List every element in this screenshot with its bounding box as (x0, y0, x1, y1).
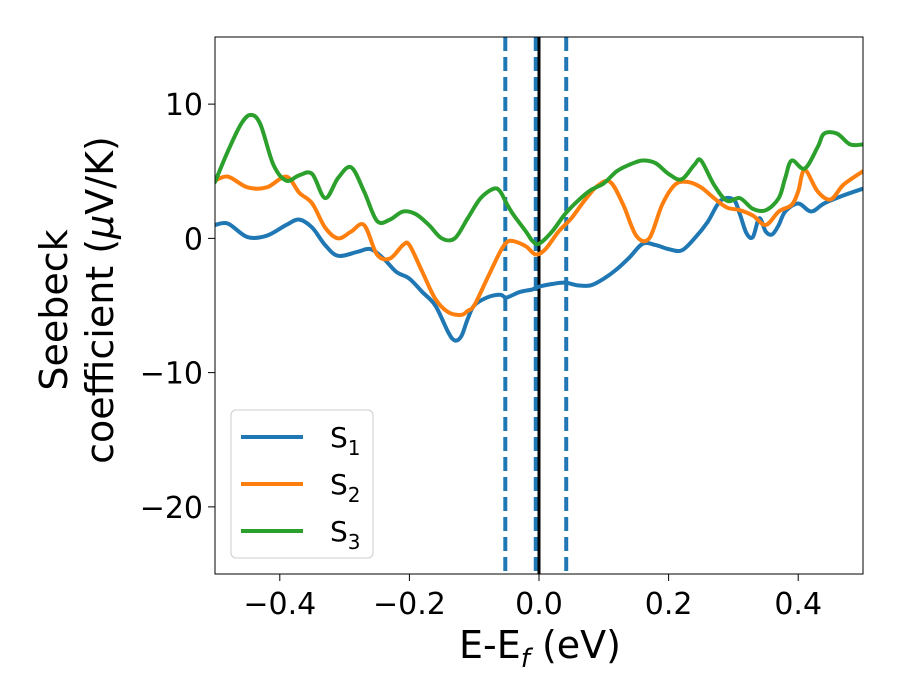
x-tick-label: −0.2 (373, 587, 446, 622)
y-axis-label-pre: coefficient ( (78, 239, 122, 464)
y-axis-label-post: V/K) (78, 136, 122, 215)
y-axis-ticks: −20 −10 0 10 (140, 88, 215, 526)
series-line-s1 (215, 186, 863, 343)
x-tick-label: −0.4 (243, 587, 316, 622)
x-axis-label-unit: (eV) (530, 623, 621, 667)
y-tick-label: 10 (165, 88, 203, 123)
legend-label-s3: S3 (330, 515, 361, 554)
series-line-s2 (215, 167, 863, 317)
x-axis-label-main: E-E (459, 623, 521, 667)
y-tick-label: −10 (140, 357, 203, 392)
y-axis-label-line2: coefficient (μV/K) (78, 136, 122, 464)
legend: S1 S2 S3 (230, 409, 374, 559)
plot-frame (214, 36, 864, 575)
x-tick-label: 0.2 (645, 587, 693, 622)
legend-label-s1: S1 (330, 421, 361, 460)
x-axis-label: E-Ef (eV) (459, 623, 621, 674)
y-tick-label: 0 (184, 222, 203, 257)
y-axis-label-mu: μ (78, 215, 122, 240)
y-tick-label: −20 (140, 491, 203, 526)
vertical-lines (503, 37, 569, 574)
series-line-s3 (215, 112, 863, 247)
legend-label-s2: S2 (330, 468, 361, 507)
y-axis-label-line1: Seebeck (32, 229, 76, 390)
x-axis-ticks: −0.4 −0.2 0.0 0.2 0.4 (243, 574, 822, 622)
x-tick-label: 0.0 (515, 587, 563, 622)
series-lines (215, 112, 863, 343)
x-tick-label: 0.4 (774, 587, 822, 622)
